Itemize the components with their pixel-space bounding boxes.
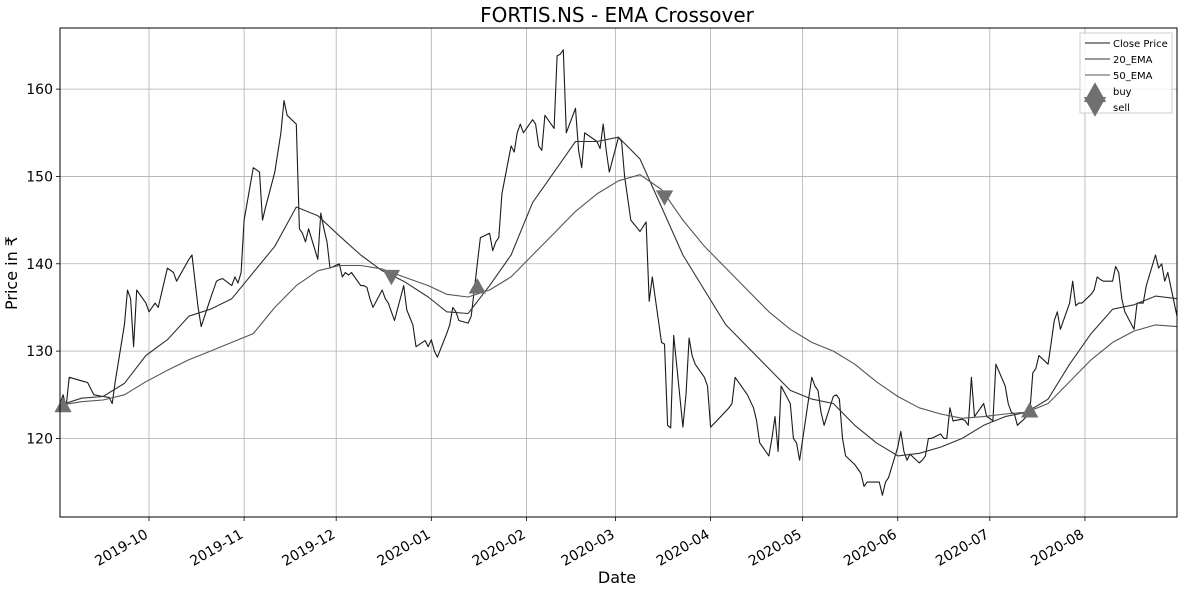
legend-50-ema-label: 50_EMA	[1113, 71, 1153, 82]
series-lines	[59, 49, 1178, 496]
legend-buy-label: buy	[1113, 87, 1132, 98]
x-axis-ticks: 2019-10 2019-11 2019-12 2020-01 2020-02 2020-…	[92, 517, 1087, 570]
x-tick-label: 2019-11	[187, 527, 246, 570]
trade-markers	[54, 190, 1039, 418]
chart-title: FORTIS.NS - EMA Crossover	[480, 3, 755, 27]
x-tick-label: 2020-07	[933, 527, 992, 570]
close-price-line	[59, 49, 1178, 496]
legend-sell-swatch	[1083, 97, 1107, 117]
plot-frame	[59, 27, 1178, 518]
y-tick-label: 140	[26, 257, 53, 273]
x-tick-label: 2020-03	[559, 527, 618, 570]
x-tick-label: 2020-08	[1028, 527, 1087, 570]
x-tick-label: 2019-10	[92, 527, 151, 570]
y-axis-label: Price in ₹	[2, 236, 21, 310]
y-tick-label: 120	[26, 431, 53, 447]
legend-close-price-label: Close Price	[1113, 39, 1168, 50]
sell-marker	[655, 190, 674, 206]
x-tick-label: 2020-01	[375, 527, 434, 570]
buy-marker	[1021, 402, 1039, 418]
y-tick-label: 160	[26, 82, 53, 98]
x-tick-label: 2020-05	[746, 527, 805, 570]
x-tick-label: 2020-02	[470, 527, 529, 570]
grid	[60, 28, 1177, 517]
buy-marker	[54, 396, 72, 413]
x-axis-label: Date	[598, 568, 636, 587]
x-tick-label: 2020-06	[841, 527, 900, 570]
legend-20-ema-label: 20_EMA	[1113, 55, 1153, 66]
y-axis-ticks: 120 130 140 150 160	[26, 82, 60, 447]
x-tick-label: 2019-12	[280, 527, 339, 570]
ema-20-line	[59, 136, 1178, 457]
y-tick-label: 130	[26, 344, 53, 360]
sell-marker	[382, 269, 401, 286]
x-tick-label: 2020-04	[654, 527, 713, 570]
y-tick-label: 150	[26, 169, 53, 185]
buy-marker	[468, 278, 487, 294]
ema-50-line	[59, 174, 1178, 419]
legend-sell-label: sell	[1113, 103, 1130, 114]
